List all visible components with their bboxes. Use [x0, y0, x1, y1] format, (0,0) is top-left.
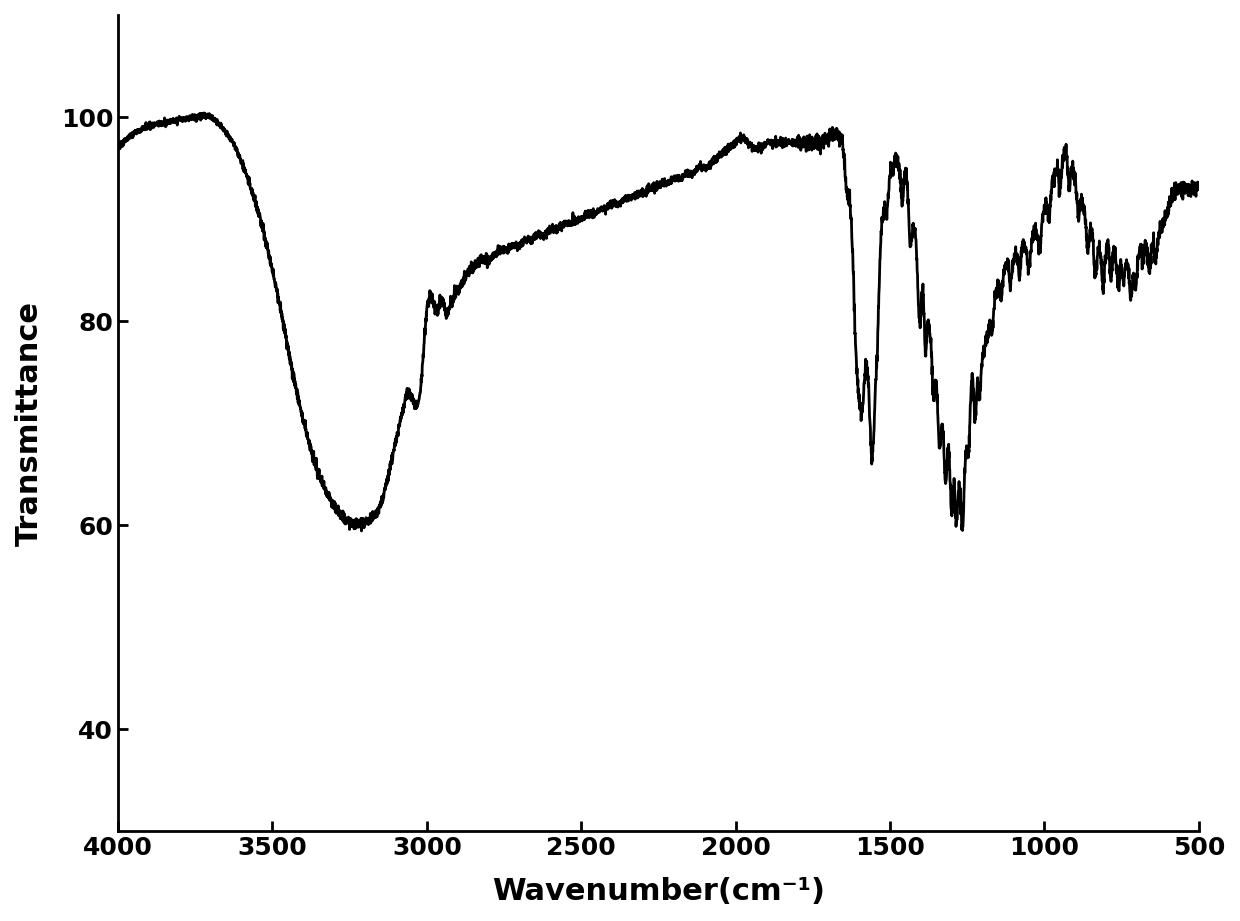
X-axis label: Wavenumber(cm⁻¹): Wavenumber(cm⁻¹) — [492, 877, 825, 906]
Y-axis label: Transmittance: Transmittance — [15, 301, 43, 546]
